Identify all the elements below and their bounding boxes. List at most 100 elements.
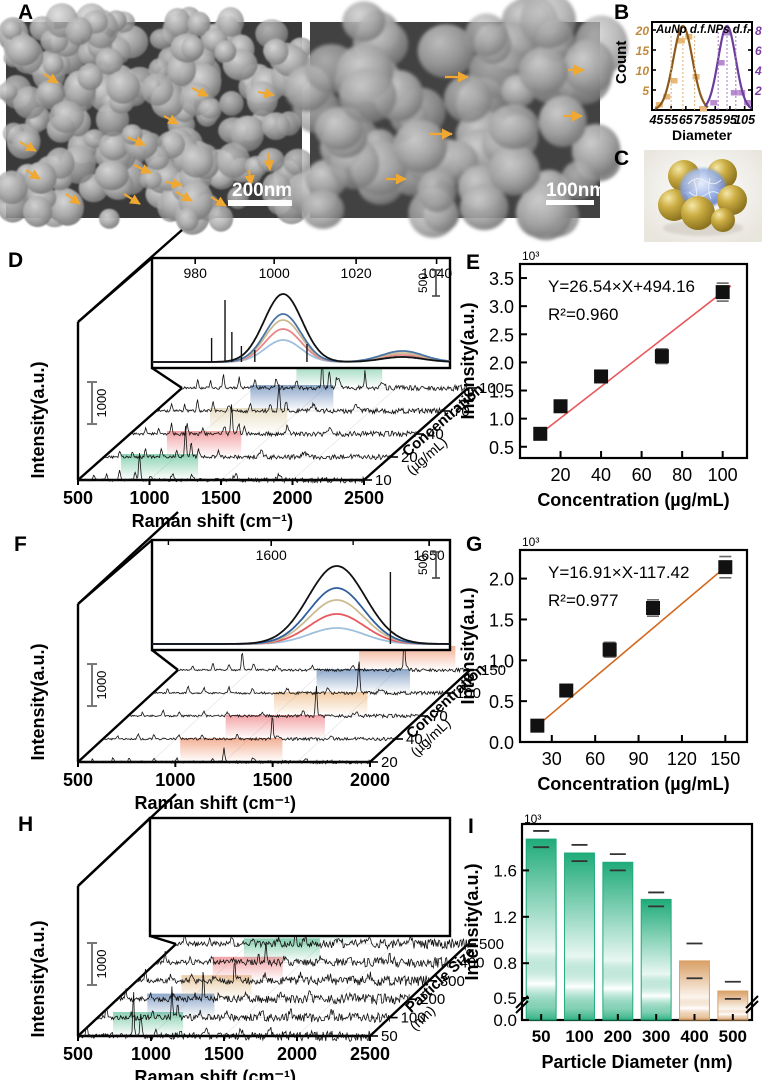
- data-point: [654, 349, 669, 364]
- sem-micrograph-high-mag: 100nm: [284, 0, 629, 241]
- waterfall-trace: [155, 384, 443, 415]
- waterfall-trace: [152, 661, 446, 697]
- raman-xtick: 1000: [129, 488, 169, 508]
- xtick: 30: [542, 749, 562, 769]
- raman-xtick: 2500: [350, 1044, 390, 1064]
- panel-b-xtick: 105: [734, 113, 756, 127]
- ytick: 3.0: [489, 297, 514, 317]
- y-exponent: 10³: [522, 249, 539, 263]
- ytick: 2.5: [489, 325, 514, 345]
- panel-b-xlabel: Diameter: [672, 127, 732, 143]
- intensity-scalebar-label: 1000: [94, 389, 109, 418]
- panel-b-xtick: 85: [708, 113, 723, 127]
- panel-b-ytick: 5: [642, 84, 649, 98]
- raman-xtick: 1500: [201, 488, 241, 508]
- scalebar-line: [546, 200, 594, 205]
- waterfall-trace: [127, 685, 421, 720]
- waterfall-trace: [175, 927, 469, 951]
- panel-b-y2tick: 2: [754, 84, 762, 98]
- ytick: 0.5: [493, 989, 517, 1008]
- inset-curve: [152, 565, 450, 645]
- panel-d: D 500 1000 1500 2000 2500 Raman shift (cm⁻¹) I…: [0, 229, 504, 532]
- panel-a: A: [0, 0, 629, 241]
- inset-xtick: 980: [184, 265, 208, 281]
- data-point: [559, 683, 574, 698]
- waterfall-trace: [156, 942, 449, 970]
- panel-e: E 20 40 60 80 100 0.5 1.0 1.5 2.0 2.5 3.0 3.5 Concen…: [458, 248, 768, 532]
- panel-b-ytick: 20: [635, 24, 650, 38]
- data-point: [530, 718, 545, 733]
- raman-ylabel: Intensity(a.u.): [28, 361, 48, 478]
- xtick: 80: [672, 465, 692, 485]
- panel-b-ytick: 10: [636, 64, 650, 78]
- ytick: 2.0: [489, 570, 514, 590]
- raman-xlabel: Raman shift (cm⁻¹): [134, 793, 296, 813]
- data-point: [553, 399, 568, 414]
- waterfall-trace: [116, 971, 410, 1006]
- z-axis-tick: 70: [431, 708, 448, 725]
- svg-text:Concentration (µg/mL): Concentration (µg/mL): [537, 490, 729, 510]
- inset-frame: [150, 538, 452, 652]
- data-point: [718, 560, 733, 575]
- panel-i-chart: 50 100 200 300 400 5000.00.50.81.21.6Particle…: [462, 812, 759, 1072]
- panel-c: C: [612, 146, 768, 246]
- inset-xtick: 1000: [259, 265, 290, 281]
- panel-e-chart: 20 40 60 80 100 0.5 1.0 1.5 2.0 2.5 3.0 3.5 Concentr…: [458, 249, 749, 510]
- raman-ylabel: Intensity(a.u.): [28, 643, 48, 760]
- panel-b-bar: [710, 100, 718, 106]
- inset-xtick: 1020: [341, 265, 372, 281]
- raman-xtick: 500: [63, 488, 93, 508]
- panel-e-label: E: [466, 251, 481, 274]
- ytick: 1.6: [493, 861, 517, 880]
- raman-xtick: 1500: [253, 770, 293, 790]
- svg-text:Concentration (µg/mL): Concentration (µg/mL): [537, 774, 729, 794]
- z-axis-tick: 400: [459, 954, 484, 971]
- axis-break-mark: [515, 995, 529, 1009]
- plot-frame: [518, 548, 749, 744]
- xtick: 60: [632, 465, 652, 485]
- sem-micrograph-low-mag: 200nm: [0, 3, 321, 235]
- ytick: 3.5: [489, 269, 514, 289]
- z-axis-tick: 200: [420, 991, 445, 1008]
- panel-g-chart: 30 60 90 120 150 0.0 0.5 1.0 1.5 2.0 Concentration…: [458, 535, 749, 794]
- fit-r2: R²=0.977: [548, 591, 618, 610]
- xlabel: Particle Diameter (nm): [541, 1052, 732, 1072]
- panel-b-label: B: [614, 1, 630, 24]
- xtick: 150: [710, 749, 740, 769]
- panel-b-bar: [677, 38, 685, 44]
- panel-h-chart: 500 1000 1500 2000 2500 Raman shift (cm⁻¹) Int…: [28, 793, 504, 1080]
- xtick: 400: [680, 1027, 708, 1046]
- panel-b-annot-nps: NPs d.f.: [707, 24, 750, 36]
- panel-b-annot-aunp: AuNp d.f.: [655, 24, 707, 36]
- panel-h: H 500 1000 1500 2000 2500 Raman shift (cm⁻¹) I…: [0, 793, 504, 1080]
- ytick: 1.2: [493, 908, 517, 927]
- raman-xtick: 2000: [272, 488, 312, 508]
- z-axis-tick: 40: [406, 731, 423, 748]
- panel-i-label: I: [468, 815, 474, 838]
- waterfall-trace: [178, 626, 471, 674]
- xtick: 100: [565, 1027, 593, 1046]
- ytick: 1.0: [489, 410, 514, 430]
- ylabel: Intensity(a.u.): [462, 863, 482, 980]
- y-exponent: 10³: [522, 535, 539, 549]
- panel-b-bar: [663, 94, 671, 100]
- ytick: 0.5: [489, 438, 514, 458]
- ytick: 0.0: [493, 1011, 517, 1030]
- z-axis-tick: 20: [401, 449, 418, 466]
- nanoparticle-cluster-render: [644, 150, 762, 242]
- z-axis-tick: 300: [440, 973, 465, 990]
- raman-ylabel: Intensity(a.u.): [28, 920, 48, 1037]
- panel-b-bar: [730, 90, 738, 96]
- y-exponent: 10³: [524, 812, 541, 826]
- panel-b-ylabel: Count: [613, 41, 630, 84]
- panel-b-xtick: 65: [679, 113, 694, 127]
- panel-d-label: D: [8, 249, 24, 272]
- axis-break-mark: [745, 995, 759, 1009]
- ylabel: Intensity(a.u.): [458, 302, 478, 419]
- data-point: [533, 426, 548, 441]
- z-axis-tick: 150: [481, 662, 506, 679]
- panel-a-label: A: [18, 1, 34, 24]
- bar: [640, 898, 672, 1021]
- inset-xtick: 1650: [414, 547, 445, 563]
- z-axis-tick: 20: [381, 754, 398, 771]
